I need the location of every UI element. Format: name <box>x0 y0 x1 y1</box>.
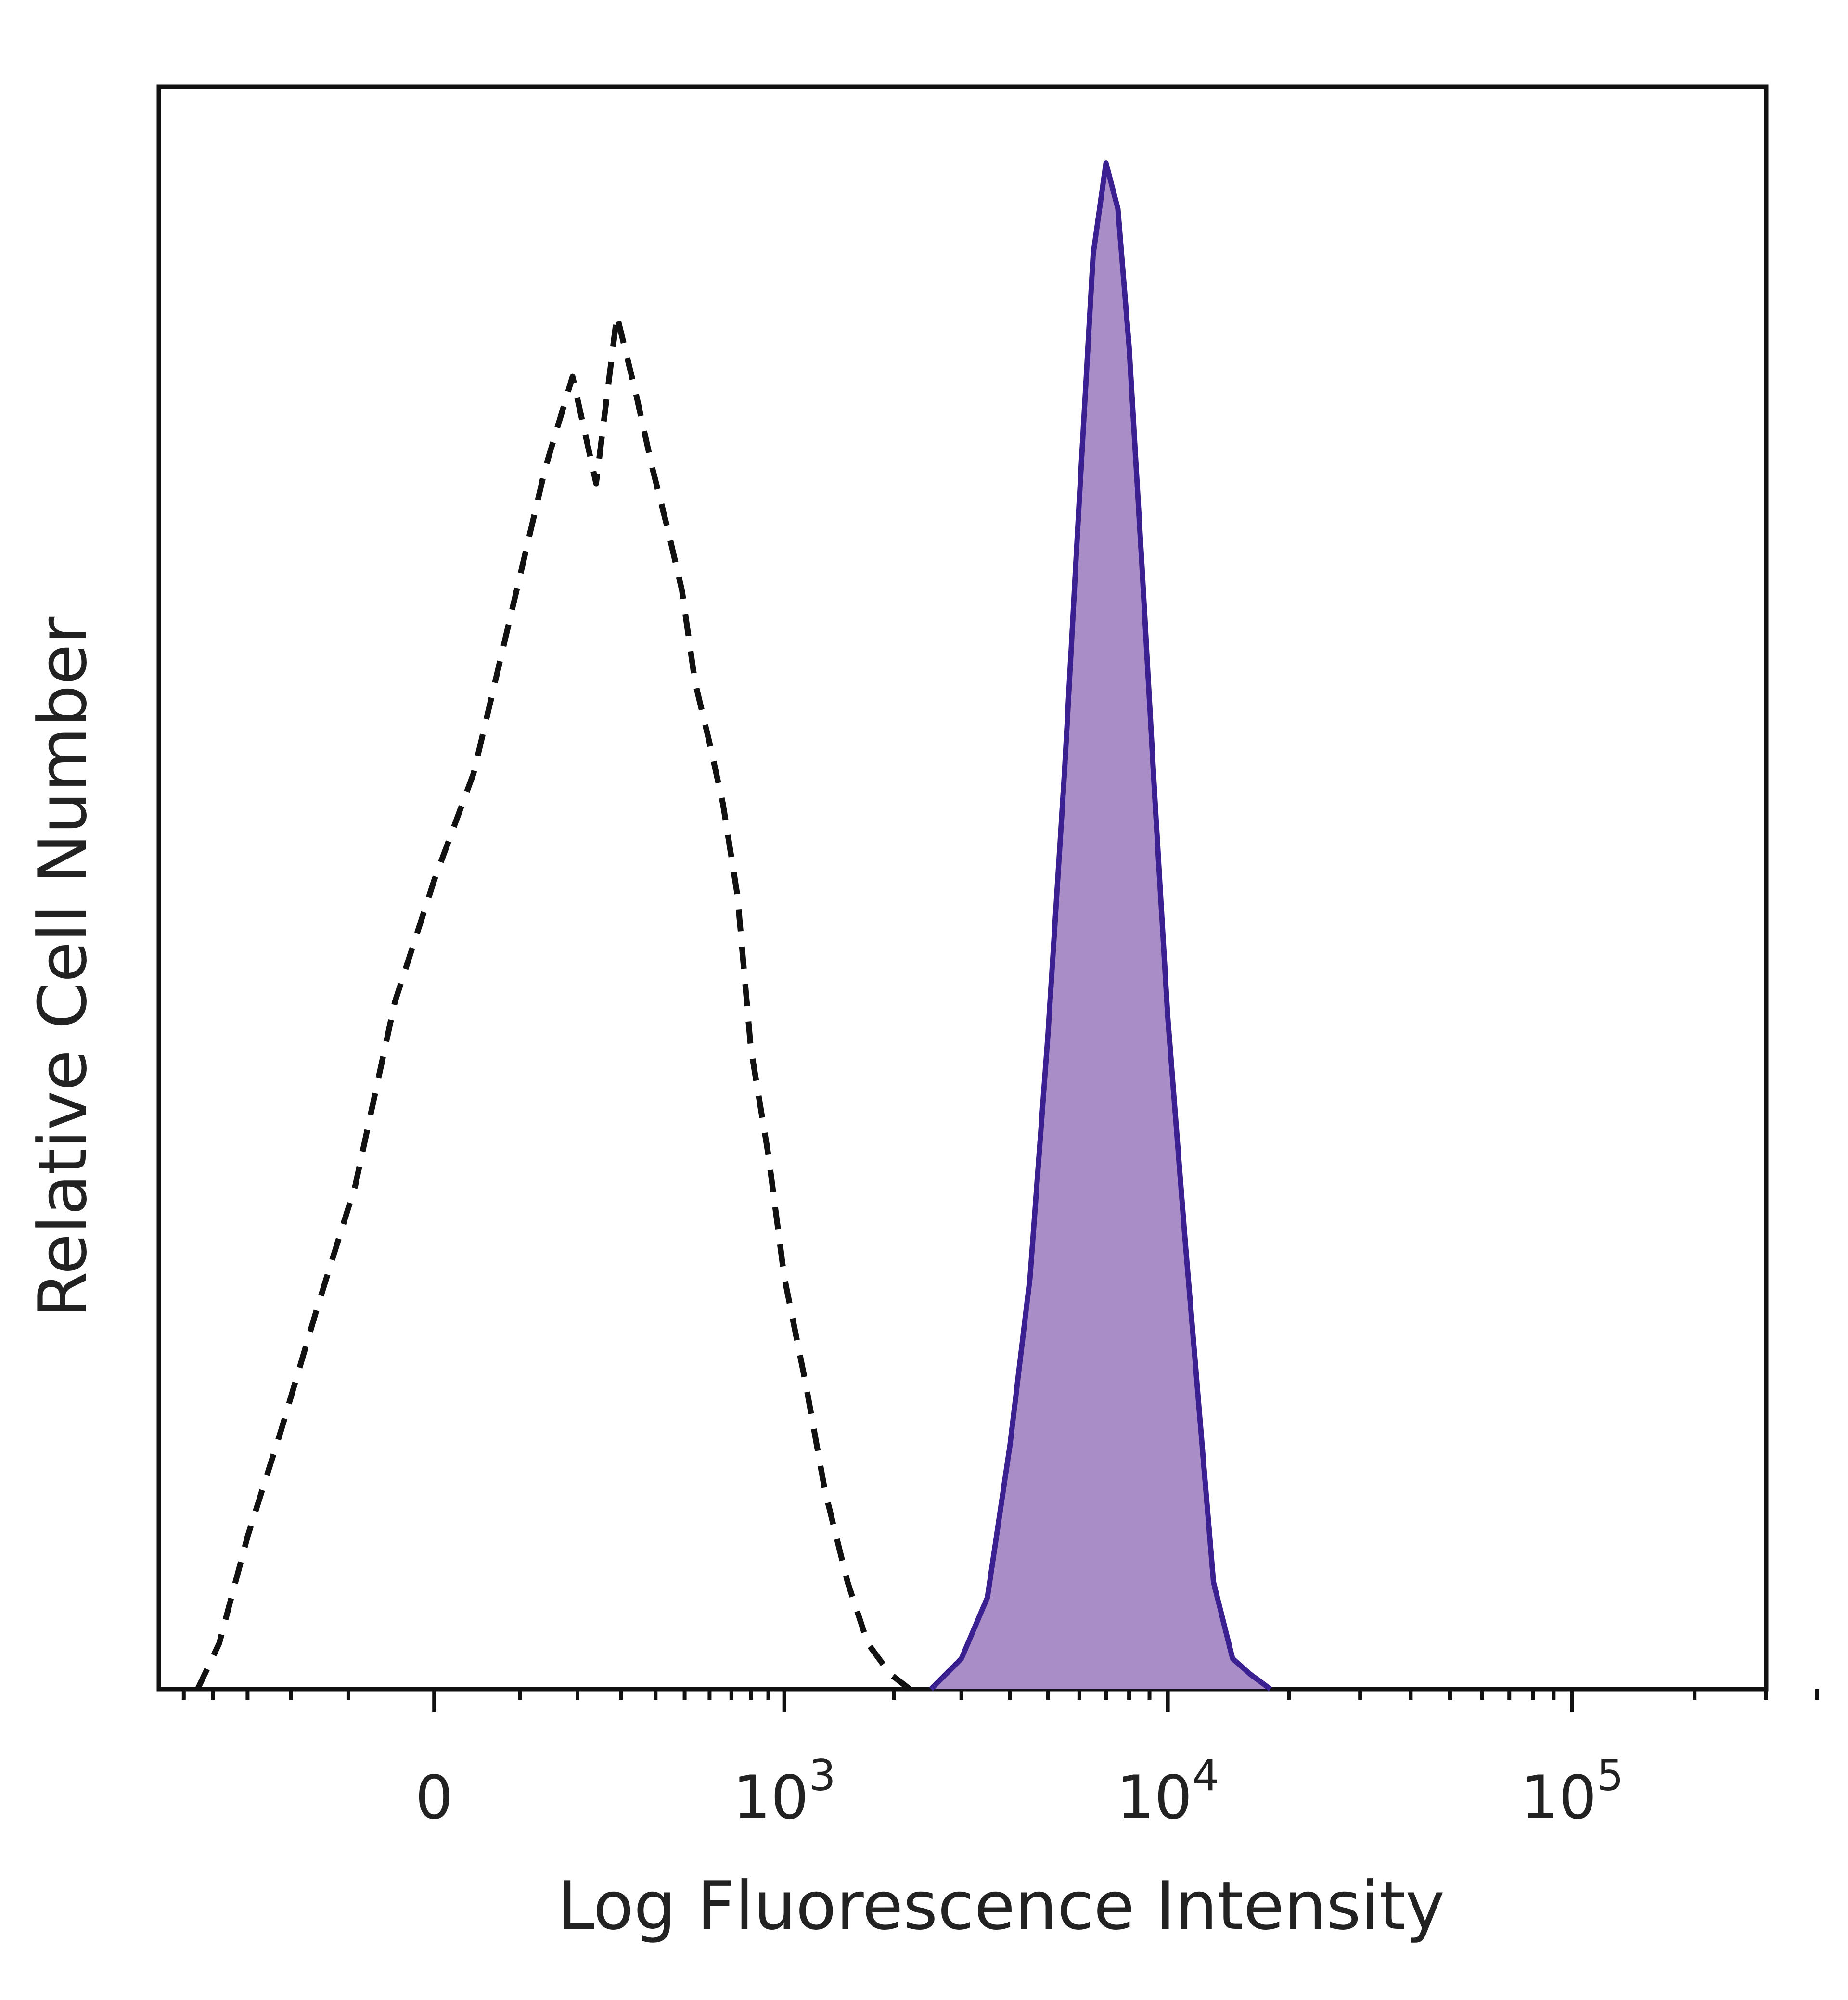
x-tick-label: 0 <box>415 1763 453 1833</box>
series-1-fill <box>931 163 1270 1689</box>
x-tick-label: 104 <box>1116 1751 1219 1833</box>
x-axis-ticks <box>181 1689 1819 1712</box>
x-axis-tick-labels: 0 103 104 105 <box>415 1751 1624 1833</box>
y-axis-label: Relative Cell Number <box>24 616 102 1318</box>
x-tick-label: 105 <box>1521 1751 1624 1833</box>
series-0-line <box>195 312 912 1692</box>
x-tick-label: 103 <box>733 1751 836 1833</box>
plot-frame <box>156 84 1769 1692</box>
series-1-line <box>929 160 1272 1692</box>
series-layer <box>195 160 1272 1692</box>
x-axis-label: Log Fluorescence Intensity <box>557 1867 1445 1945</box>
